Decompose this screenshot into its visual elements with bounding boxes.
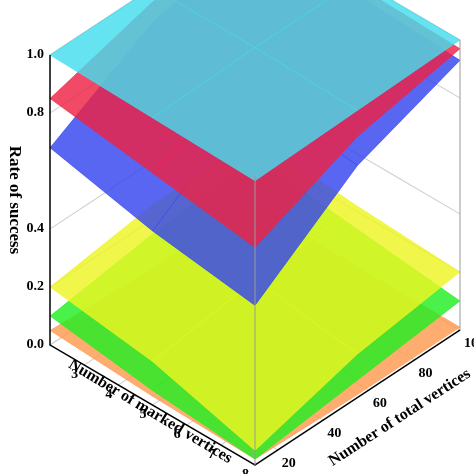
y-tick-label: 40 [327,426,341,441]
z-tick-label: 0.0 [27,337,45,352]
x-tick-label: 8 [242,467,249,474]
z-tick-label: 0.2 [27,279,45,294]
z-tick-label: 1.0 [27,47,45,62]
axis-edge [49,55,461,466]
z-axis-label: Rate of success [6,146,25,255]
y-tick-label: 60 [373,396,387,411]
x-tick-label: 5 [140,407,147,422]
x-tick-label: 4 [105,387,112,402]
y-tick-label: 80 [418,366,432,381]
x-tick-label: 6 [174,427,181,442]
x-tick-label: 7 [208,447,215,462]
labels: 0.0 0.2 0.4 0.8 1.0 3 4 5 6 7 8 20 40 60 80 100 [27,40,474,474]
y-tick-label: 100 [464,336,474,351]
surface-cell [173,0,328,48]
x-tick-label: 3 [71,367,78,382]
z-tick-label: 0.4 [27,221,45,236]
z-tick-label: 0.8 [27,105,45,120]
y-tick-label: 20 [282,456,296,471]
